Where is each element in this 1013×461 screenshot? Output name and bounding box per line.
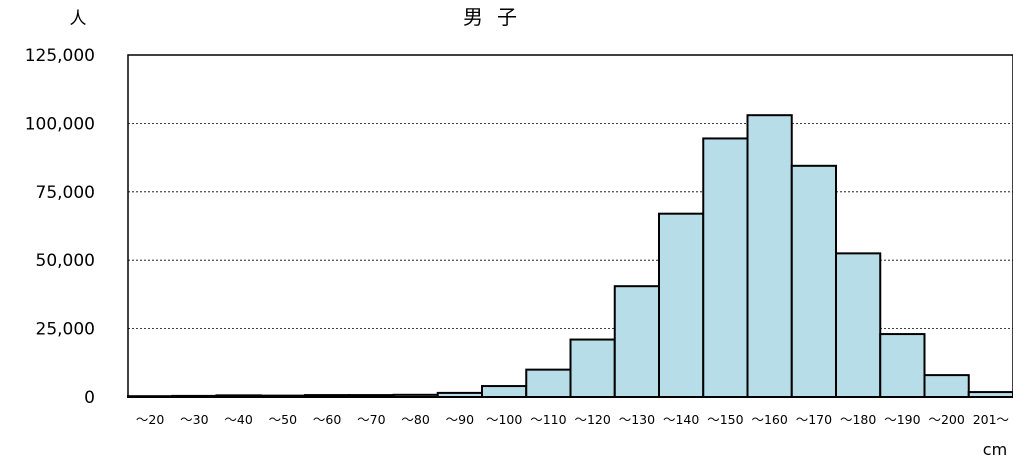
x-tick-label: ～60 [313, 412, 341, 427]
y-tick-label: 100,000 [25, 114, 95, 134]
bar [613, 285, 660, 398]
x-tick-labels: ～20 ～30 ～40 ～50 ～60 ～70 ～80 ～90 ～100 ～110 ～120 ～130… [136, 412, 1009, 427]
x-tick-label: ～50 [269, 412, 297, 427]
y-tick-label: 50,000 [36, 251, 95, 271]
y-tick-label: 0 [84, 388, 95, 408]
x-tick-label: ～190 [884, 412, 920, 427]
bar [569, 338, 616, 399]
x-tick-label: ～150 [707, 412, 743, 427]
chart-title: 男子 [463, 5, 531, 29]
y-tick-label: 75,000 [36, 183, 95, 203]
x-tick-label: ～30 [180, 412, 208, 427]
x-tick-label: ～70 [357, 412, 385, 427]
x-tick-label: ～20 [136, 412, 164, 427]
bar [879, 333, 926, 398]
x-tick-label: 201～ [973, 412, 1009, 427]
y-tick-label: 125,000 [25, 46, 95, 66]
y-tick-label: 25,000 [36, 320, 95, 340]
bar [525, 368, 572, 399]
bar [923, 374, 970, 398]
bar [746, 114, 793, 399]
bar [702, 137, 749, 398]
x-tick-label: ～180 [840, 412, 876, 427]
x-tick-label: ～90 [446, 412, 474, 427]
bar [481, 385, 528, 398]
bars [127, 114, 1013, 399]
x-tick-label: ～130 [619, 412, 655, 427]
x-tick-label: ～200 [928, 412, 964, 427]
y-axis-unit: 人 [70, 9, 87, 29]
x-tick-label: ～40 [224, 412, 252, 427]
y-tick-labels: 0 25,000 50,000 75,000 100,000 125,000 [25, 46, 95, 408]
x-tick-label: ～140 [663, 412, 699, 427]
x-axis-unit: cm [983, 440, 1007, 459]
x-tick-label: ～160 [751, 412, 787, 427]
x-tick-label: ～100 [486, 412, 522, 427]
x-tick-label: ～120 [574, 412, 610, 427]
x-tick-label: ～80 [401, 412, 429, 427]
plot-frame [127, 54, 1013, 398]
bar [835, 252, 882, 398]
x-tick-label: ～170 [796, 412, 832, 427]
bar [658, 212, 705, 398]
bar [790, 164, 837, 398]
x-tick-label: ～110 [530, 412, 566, 427]
